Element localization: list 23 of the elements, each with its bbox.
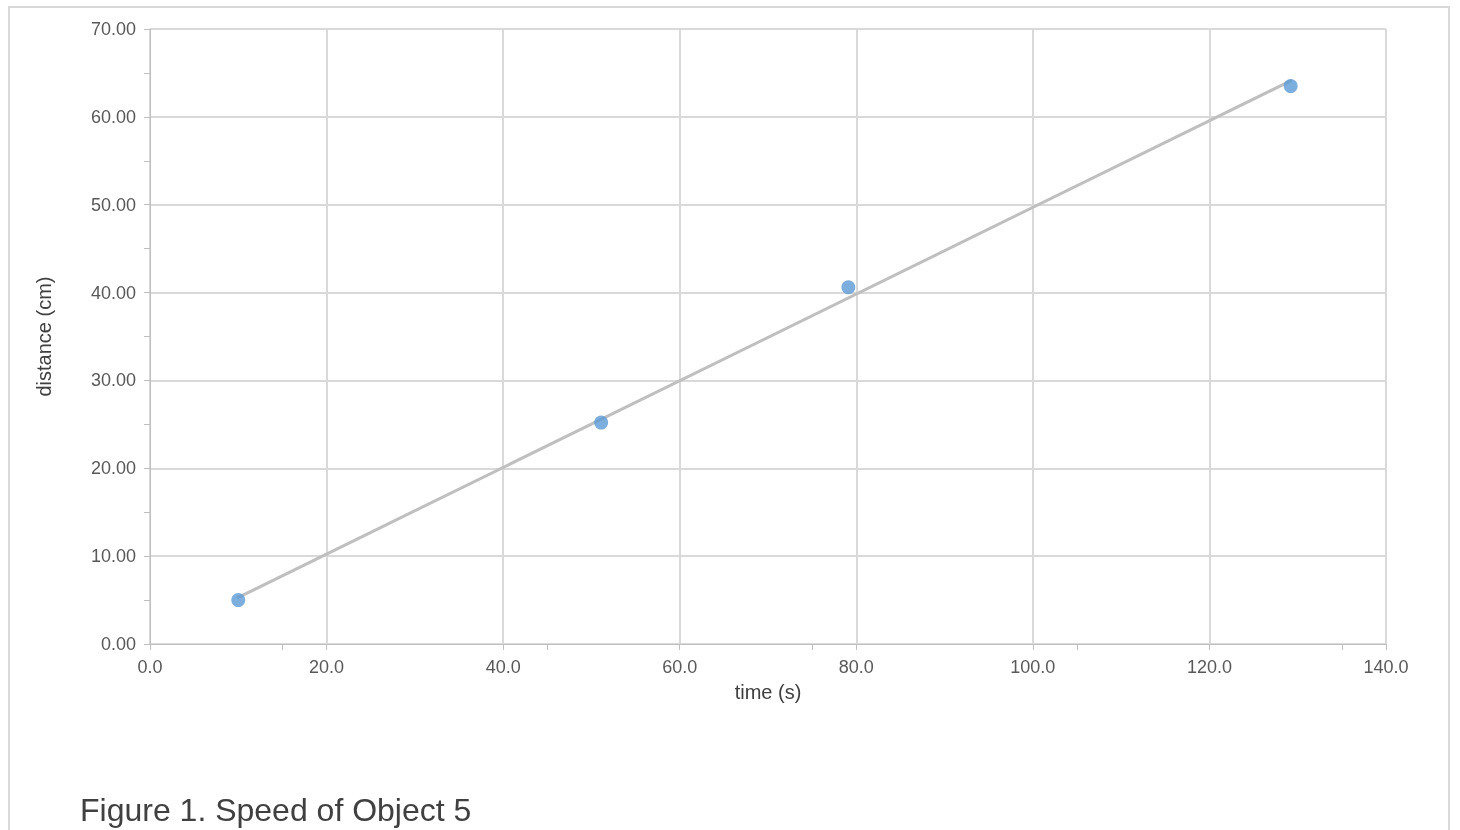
x-tick-label: 40.0 — [485, 657, 521, 677]
point — [841, 280, 856, 295]
point — [231, 593, 246, 608]
y-tick-label: 70.00 — [90, 19, 136, 39]
x-tick-label: 60.0 — [662, 657, 698, 677]
y-tick-label: 20.00 — [90, 458, 136, 479]
x-tick-label: 20.0 — [309, 657, 345, 677]
x-tick-label: 120.0 — [1186, 657, 1232, 677]
x-tick-label: 80.0 — [838, 657, 874, 677]
point — [594, 415, 609, 430]
point — [1283, 79, 1298, 94]
y-tick-label: 30.00 — [90, 370, 136, 391]
y-tick-label: 10.00 — [90, 546, 136, 567]
x-axis-title: time (s) — [734, 681, 802, 703]
caption: Figure 1. Speed of Object 5 — [80, 792, 472, 828]
y-tick-label: 40.00 — [90, 282, 136, 303]
y-tick-label: 50.00 — [90, 194, 136, 215]
y-tick-label: 60.00 — [90, 106, 136, 127]
y-tick-label: 0.00 — [100, 634, 136, 654]
y-axis-title: distance (cm) — [33, 276, 55, 397]
x-tick-label: 100.0 — [1010, 657, 1056, 677]
x-tick-label: 140.0 — [1363, 657, 1409, 677]
x-tick-label: 0.0 — [137, 657, 163, 677]
